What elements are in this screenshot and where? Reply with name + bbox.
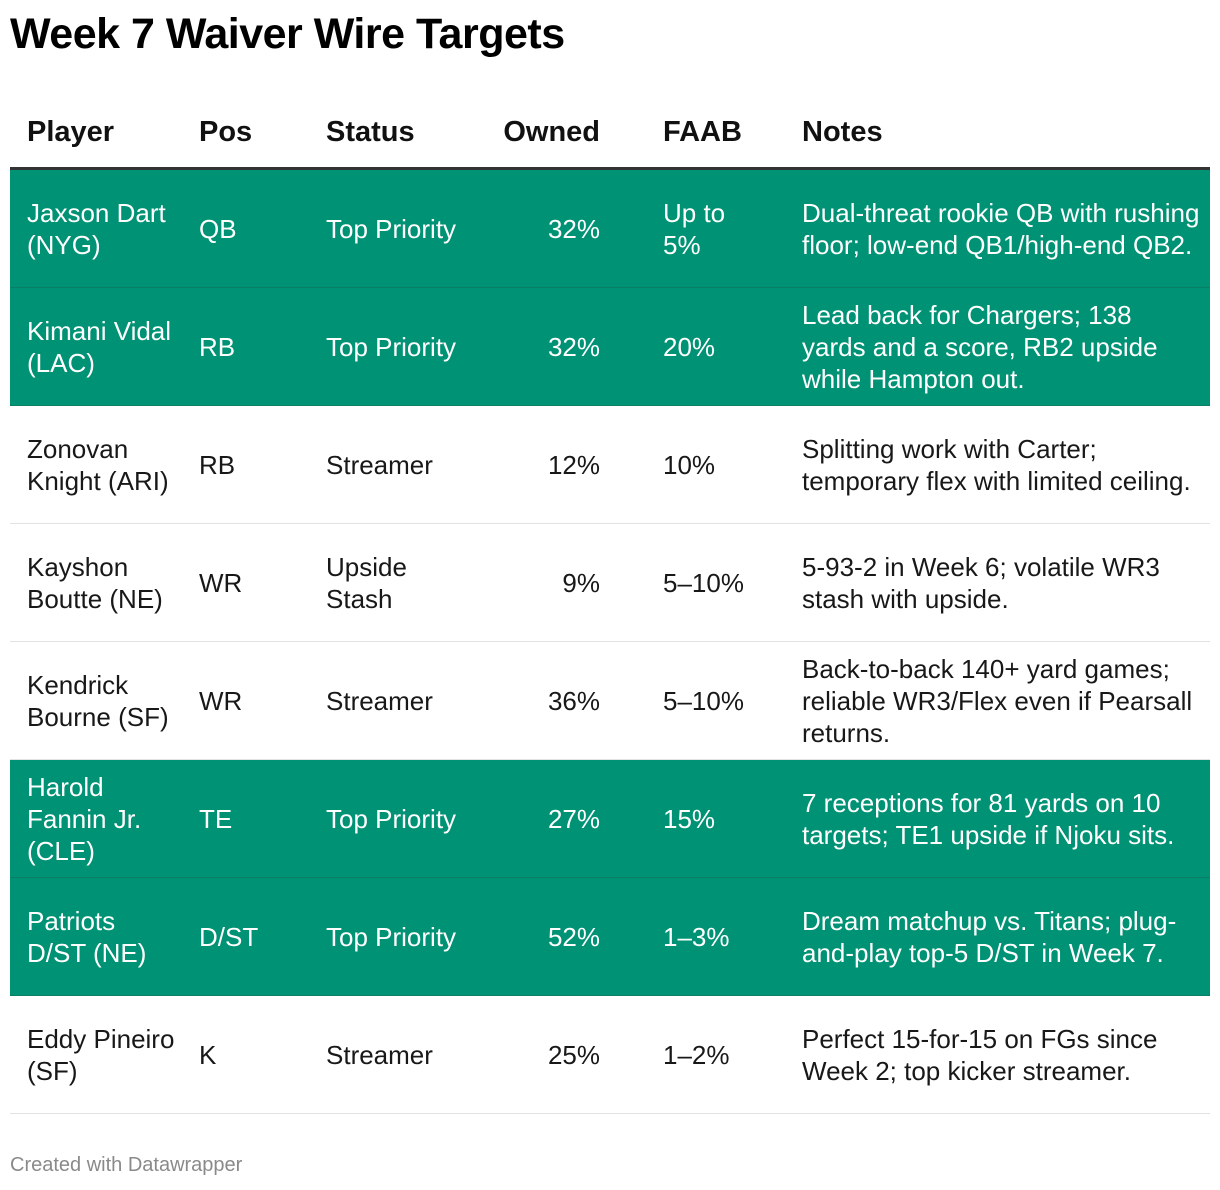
header-player[interactable]: Player <box>27 116 115 148</box>
header-owned[interactable]: Owned <box>503 116 600 148</box>
cell-faab: 1–2% <box>663 1039 730 1070</box>
table-header: Player Pos Status Owned FAAB Notes <box>10 100 1210 170</box>
header-status[interactable]: Status <box>326 116 415 148</box>
table-row: Patriots D/ST (NE) D/ST Top Priority 52% 1–3… <box>10 878 1210 996</box>
cell-notes: 7 receptions for 81 yards on 10 targets;… <box>802 787 1175 850</box>
table-row: Kayshon Boutte (NE) WR Upside Stash 9% 5–10%… <box>10 524 1210 642</box>
header-faab[interactable]: FAAB <box>663 116 742 148</box>
cell-owned: 27% <box>547 803 600 834</box>
cell-owned: 36% <box>547 685 600 716</box>
cell-status: Streamer <box>326 685 433 716</box>
cell-pos: D/ST <box>199 921 259 952</box>
table-body: Jaxson Dart (NYG) QB Top Priority 32% Up to … <box>10 170 1210 1114</box>
cell-faab: 5–10% <box>663 567 744 598</box>
cell-player: Kendrick Bourne (SF) <box>27 669 169 732</box>
cell-pos: RB <box>199 331 236 362</box>
cell-faab: 15% <box>663 803 716 834</box>
table-row: Harold Fannin Jr. (CLE) TE Top Priority 27%… <box>10 760 1210 878</box>
cell-player: Eddy Pineiro (SF) <box>27 1023 175 1086</box>
header-notes[interactable]: Notes <box>802 116 883 148</box>
cell-pos: TE <box>199 803 233 834</box>
cell-status: Streamer <box>326 1039 433 1070</box>
table-row: Eddy Pineiro (SF) K Streamer 25% 1–2% Perfect… <box>10 996 1210 1114</box>
cell-status: Top Priority <box>326 921 457 952</box>
cell-status: Top Priority <box>326 213 457 244</box>
cell-pos: WR <box>199 567 243 598</box>
footer-credit: Created with Datawrapper <box>10 1154 243 1176</box>
cell-notes: Dual-threat rookie QB with rushing floor… <box>802 197 1200 260</box>
cell-notes: Lead back for Chargers; 138 yards and a … <box>802 299 1158 394</box>
cell-pos: RB <box>199 449 236 480</box>
cell-status: Top Priority <box>326 331 457 362</box>
cell-player: Patriots D/ST (NE) <box>27 905 147 968</box>
cell-owned: 9% <box>562 567 600 598</box>
cell-player: Zonovan Knight (ARI) <box>27 433 169 496</box>
cell-owned: 32% <box>547 331 600 362</box>
header-pos[interactable]: Pos <box>199 116 253 148</box>
cell-notes: Splitting work with Carter; temporary fl… <box>802 433 1191 496</box>
cell-notes: 5-93-2 in Week 6; volatile WR3 stash wit… <box>802 551 1160 614</box>
cell-pos: WR <box>199 685 243 716</box>
cell-owned: 12% <box>547 449 600 480</box>
cell-player: Jaxson Dart (NYG) <box>27 197 166 260</box>
table-row: Zonovan Knight (ARI) RB Streamer 12% 10% Spli… <box>10 406 1210 524</box>
cell-status: Upside Stash <box>326 551 407 614</box>
table-row: Kendrick Bourne (SF) WR Streamer 36% 5–10% Ba… <box>10 642 1210 760</box>
cell-player: Harold Fannin Jr. (CLE) <box>27 771 142 866</box>
cell-faab: 10% <box>663 449 716 480</box>
cell-notes: Back-to-back 140+ yard games; reliable W… <box>802 653 1193 748</box>
cell-faab: 1–3% <box>663 921 730 952</box>
cell-faab: 5–10% <box>663 685 744 716</box>
cell-owned: 25% <box>547 1039 600 1070</box>
cell-player: Kimani Vidal (LAC) <box>27 315 172 378</box>
cell-status: Top Priority <box>326 803 457 834</box>
cell-pos: K <box>199 1039 217 1070</box>
cell-pos: QB <box>199 213 237 244</box>
table-row: Kimani Vidal (LAC) RB Top Priority 32% 20% Le… <box>10 288 1210 406</box>
cell-faab: 20% <box>663 331 716 362</box>
cell-notes: Perfect 15-for-15 on FGs since Week 2; t… <box>802 1023 1158 1086</box>
cell-faab: Up to 5% <box>663 197 726 260</box>
cell-owned: 52% <box>547 921 600 952</box>
cell-status: Streamer <box>326 449 433 480</box>
table-row: Jaxson Dart (NYG) QB Top Priority 32% Up to … <box>10 170 1210 288</box>
waiver-table: Player Pos Status Owned FAAB Notes Jaxso… <box>10 100 1210 1114</box>
cell-notes: Dream matchup vs. Titans; plug-and-play … <box>802 905 1177 968</box>
cell-owned: 32% <box>547 213 600 244</box>
chart-title: Week 7 Waiver Wire Targets <box>10 10 565 58</box>
cell-player: Kayshon Boutte (NE) <box>27 551 163 614</box>
